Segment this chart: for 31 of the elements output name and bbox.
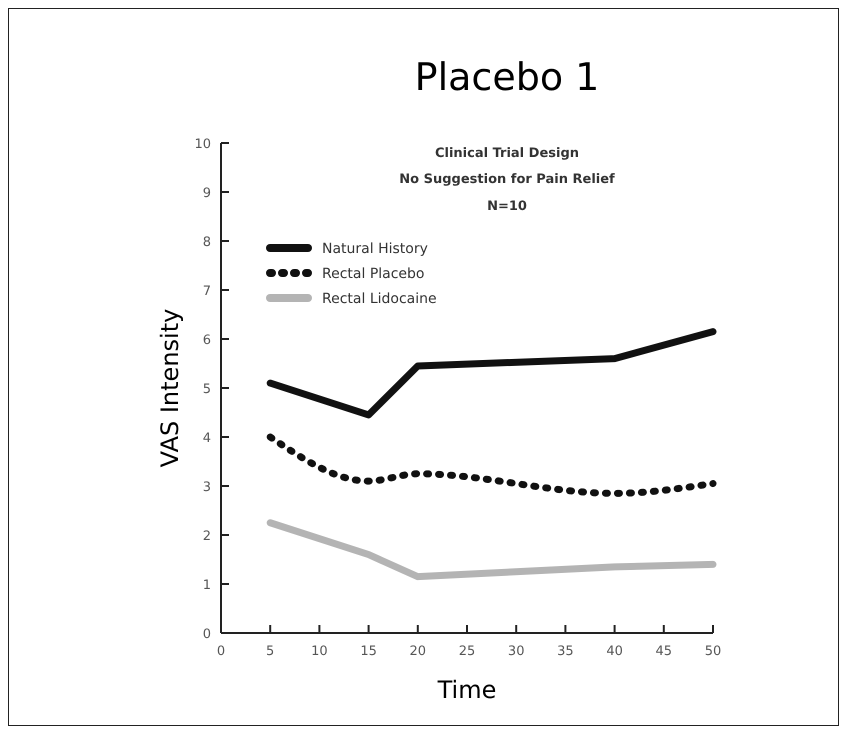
y-tick-label: 1 — [202, 578, 211, 593]
annotation: No Suggestion for Pain Relief — [399, 172, 616, 187]
x-tick-label: 45 — [656, 644, 672, 659]
x-tick-label: 30 — [508, 644, 524, 659]
x-tick-label: 10 — [311, 644, 328, 659]
y-tick-label: 9 — [202, 186, 211, 201]
y-tick-label: 6 — [202, 333, 211, 348]
y-axis-title: VAS Intensity — [156, 308, 184, 468]
y-tick-label: 4 — [202, 431, 211, 446]
x-tick-label: 50 — [704, 644, 722, 659]
x-axis-title: Time — [436, 676, 496, 704]
chart-title: Placebo 1 — [414, 55, 600, 99]
chart-subtitle: Clinical Trial Design — [434, 146, 580, 161]
legend-label: Natural History — [322, 241, 428, 257]
annotation: N=10 — [487, 199, 527, 214]
y-tick-label: 3 — [202, 480, 211, 495]
y-tick-label: 0 — [202, 627, 211, 642]
y-tick-label: 5 — [202, 382, 211, 397]
y-tick-label: 2 — [202, 529, 211, 544]
y-tick-label: 7 — [202, 284, 211, 299]
x-tick-label: 5 — [266, 644, 274, 659]
x-tick-label: 15 — [360, 644, 377, 659]
y-tick-label: 10 — [194, 137, 211, 152]
x-tick-label: 0 — [216, 644, 226, 659]
x-tick-label: 20 — [410, 644, 426, 659]
legend-label: Rectal Placebo — [322, 266, 424, 282]
x-tick-label: 25 — [458, 644, 476, 659]
y-tick-label: 8 — [202, 235, 211, 250]
legend-label: Rectal Lidocaine — [322, 291, 437, 307]
x-tick-label: 35 — [557, 644, 574, 659]
x-tick-label: 40 — [606, 644, 623, 659]
